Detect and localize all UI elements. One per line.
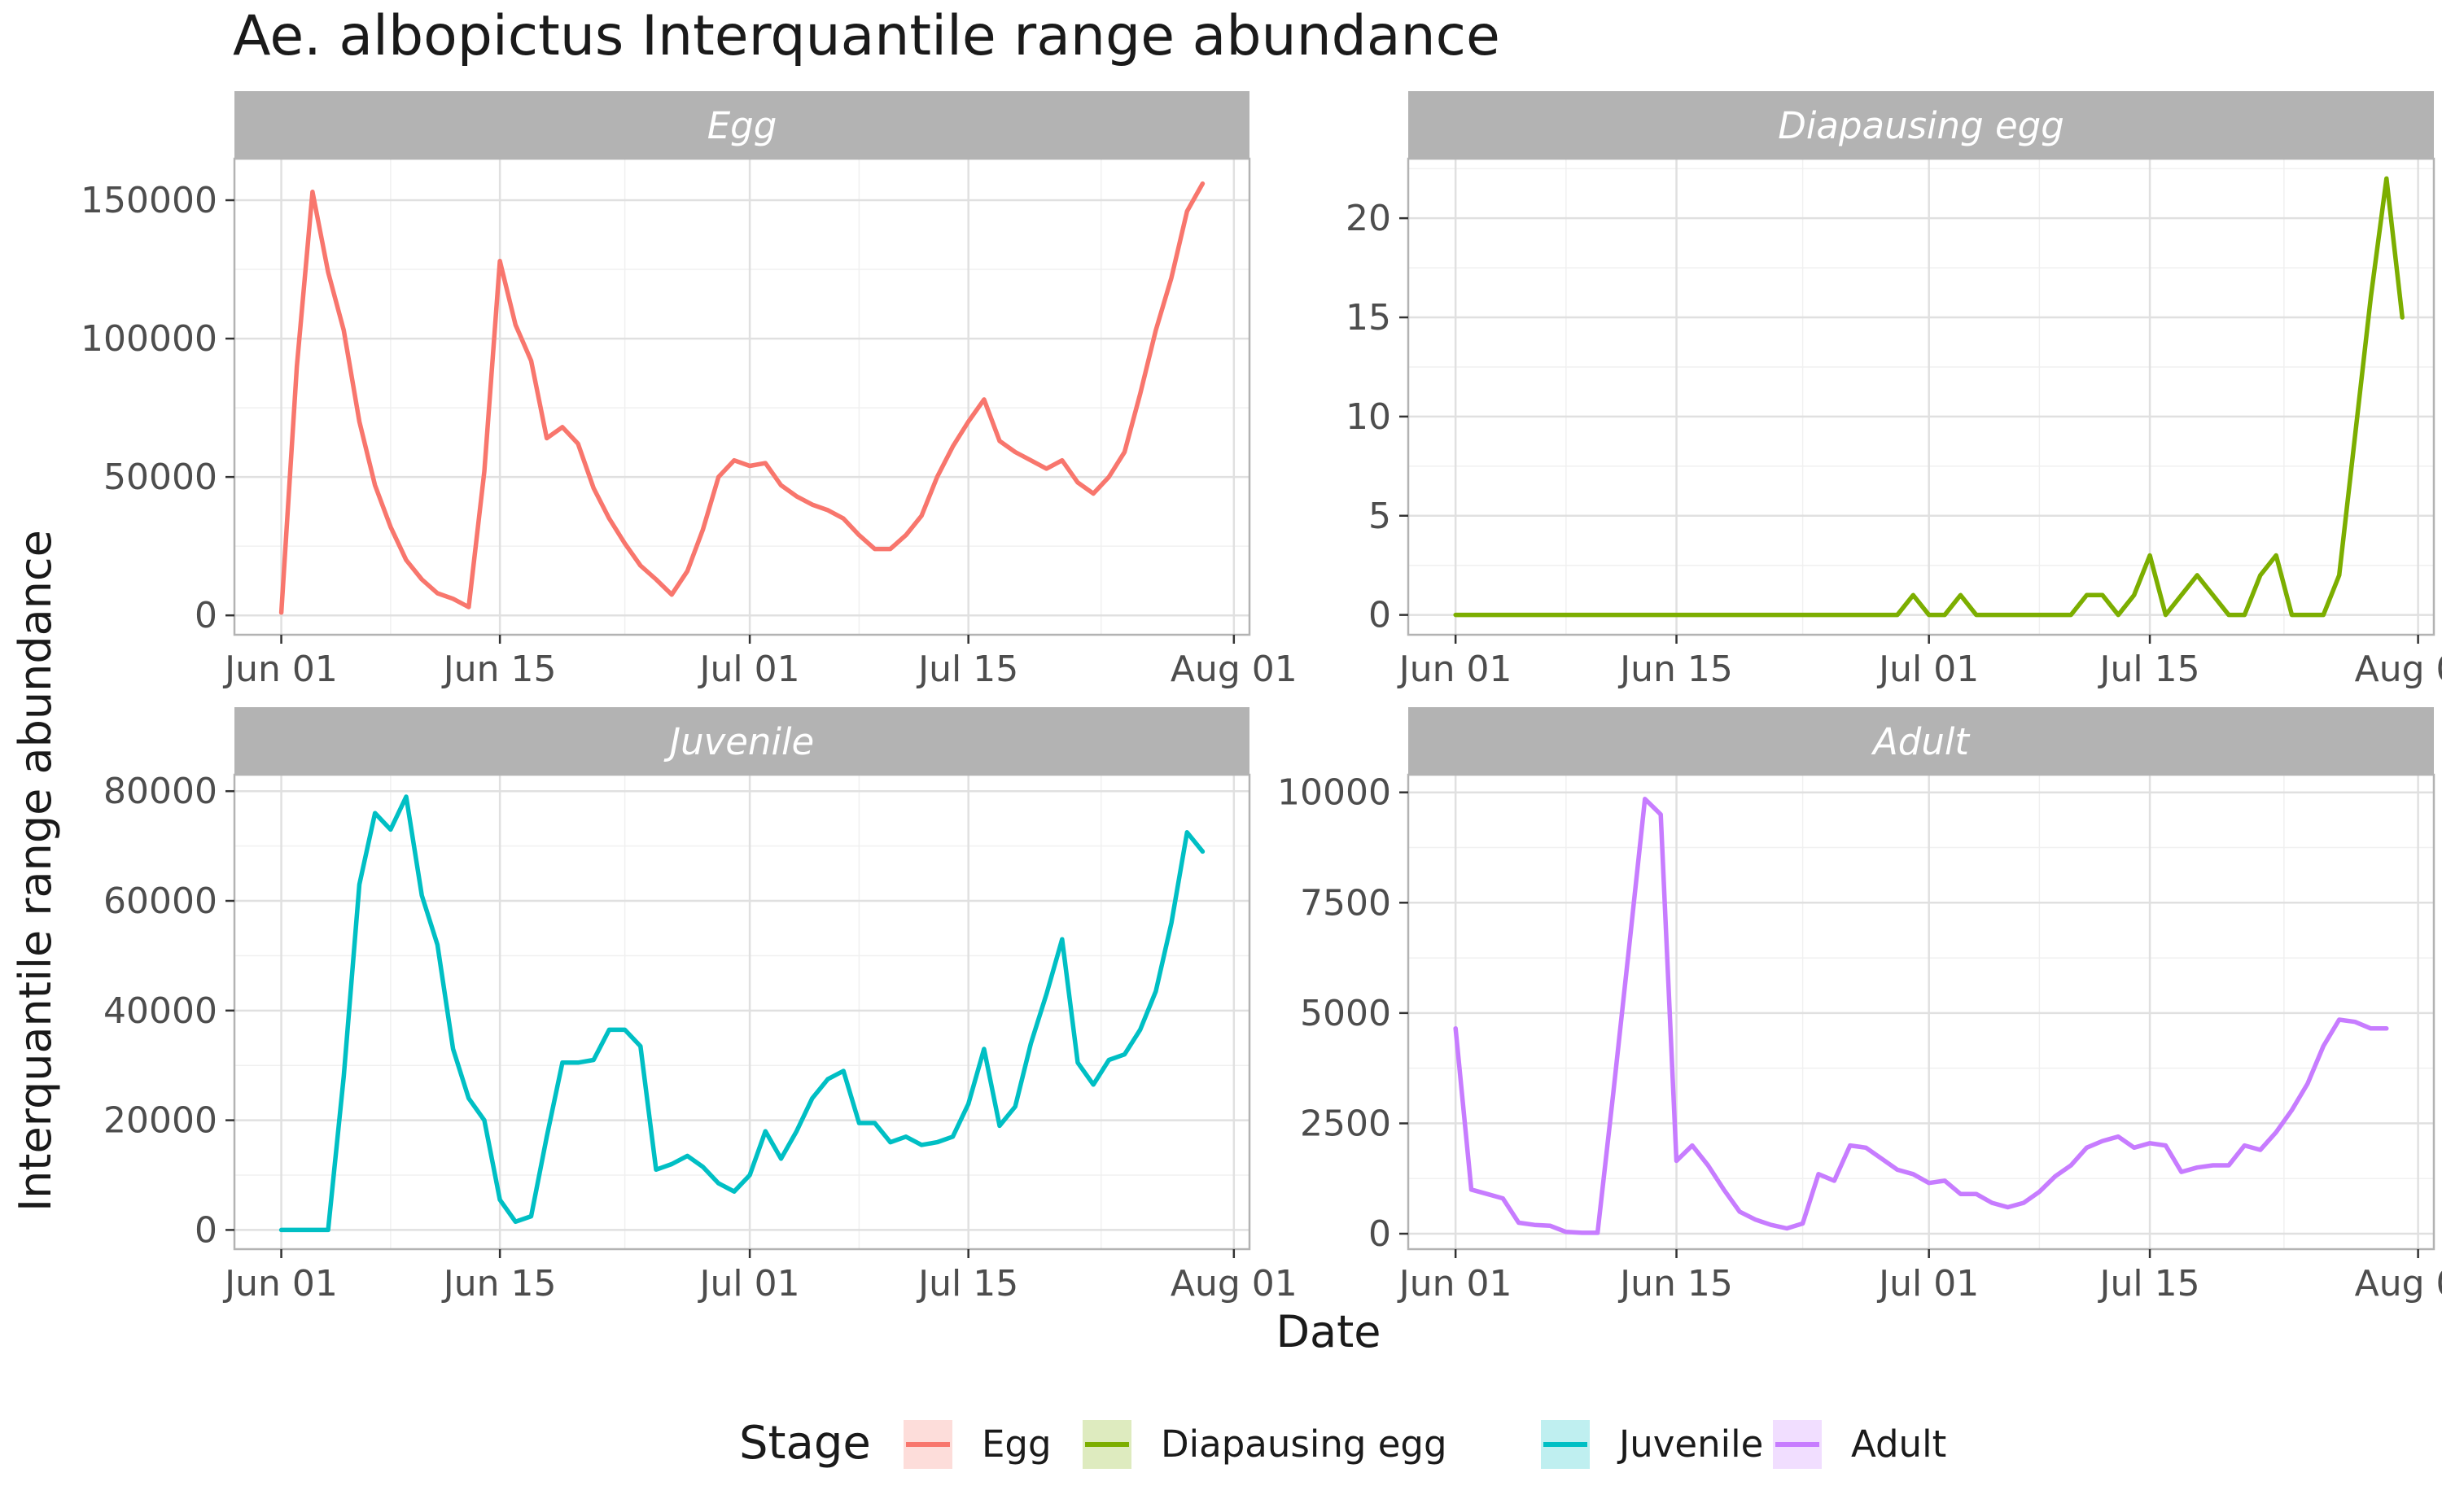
x-tick-label: Jun 01 [1397,1263,1512,1304]
facet-diapausing-egg: Diapausing egg 0 5 10 15 20 Jun 01 Jun 15 Jul 01… [1346,91,2442,690]
legend-item-label: Diapausing egg [1161,1422,1447,1466]
x-tick-label: Aug 01 [1171,1263,1298,1304]
x-tick-label: Jun 15 [441,1263,557,1304]
y-tick-label: 60000 [103,881,217,922]
x-tick-label: Jun 01 [1397,649,1512,690]
legend-item-label: Juvenile [1617,1422,1763,1466]
y-tick-label: 20000 [103,1100,217,1142]
y-tick-label: 100000 [81,318,217,360]
legend-item-juvenile: Juvenile [1541,1420,1763,1469]
facet-strip-label: Juvenile [663,720,814,763]
y-tick-label: 40000 [103,990,217,1032]
y-tick-label: 0 [195,595,217,636]
legend-item-label: Egg [982,1422,1052,1466]
x-axis-title: Date [1276,1306,1381,1357]
legend-item-label: Adult [1851,1422,1946,1466]
x-tick-label: Aug 01 [2355,649,2442,690]
x-tick-label: Jun 15 [1617,649,1733,690]
y-tick-label: 10 [1346,396,1391,438]
x-tick-label: Jun 15 [1617,1263,1733,1304]
x-tick-label: Jul 01 [1876,649,1979,690]
x-tick-label: Jul 15 [916,649,1018,690]
legend-item-egg: Egg [904,1420,1052,1469]
y-tick-label: 0 [1368,595,1391,636]
x-tick-label: Jul 01 [698,1263,800,1304]
x-tick-label: Jul 15 [916,1263,1018,1304]
legend-item-adult: Adult [1773,1420,1946,1469]
y-tick-label: 150000 [81,180,217,221]
facet-strip-label: Egg [707,104,777,147]
x-tick-label: Jul 15 [2098,649,2200,690]
x-tick-label: Jul 15 [2098,1263,2200,1304]
y-tick-label: 80000 [103,771,217,812]
y-tick-label: 10000 [1277,772,1391,814]
panel-border [1407,773,2435,1251]
panel-border [233,773,1251,1251]
facet-egg: Egg 0 50000 100000 150000 Jun 01 Jun 15 Jul 01 J… [81,91,1298,690]
facet-strip [234,91,1249,159]
x-tick-label: Jun 15 [441,649,557,690]
legend-item-diapausing-egg: Diapausing egg [1083,1420,1447,1469]
series-line-adult [1453,797,2389,1235]
y-axis-title: Interquantile range abundance [10,530,61,1212]
y-tick-label: 0 [1368,1213,1391,1255]
facet-strip [234,707,1249,775]
y-tick-label: 5000 [1300,993,1391,1034]
y-tick-label: 15 [1346,297,1391,339]
y-tick-label: 7500 [1300,882,1391,924]
legend-keys: Egg Diapausing egg Juvenile Adult [904,1420,1946,1469]
legend: Stage Egg Diapausing egg Juvenile Adult [739,1417,1946,1470]
facet-juvenile: Juvenile 0 20000 40000 60000 80000 Jun 01 Jun 1… [103,707,1298,1304]
panel-border [233,157,1251,636]
y-tick-label: 5 [1368,496,1391,537]
series-line-egg [278,181,1206,615]
facet-strip [1408,707,2434,775]
y-tick-label: 2500 [1300,1103,1391,1144]
x-tick-label: Jul 01 [698,649,800,690]
x-tick-label: Jun 01 [222,649,338,690]
x-tick-label: Aug 01 [2355,1263,2442,1304]
panel-border [1407,157,2435,636]
facet-strip [1408,91,2434,159]
chart-title: Ae. albopictus Interquantile range abund… [233,4,1500,68]
y-tick-label: 50000 [103,457,217,498]
series-line-juvenile [278,794,1206,1233]
legend-title: Stage [739,1417,871,1470]
series-line-diapausing-egg [1453,176,2405,618]
y-tick-label: 20 [1346,198,1391,239]
x-tick-label: Jul 01 [1876,1263,1979,1304]
facet-strip-label: Adult [1871,720,1971,763]
x-tick-label: Jun 01 [222,1263,338,1304]
y-tick-label: 0 [195,1209,217,1251]
facet-adult: Adult 0 2500 5000 7500 10000 Jun 01 Jun 15 Jul 0… [1277,707,2442,1304]
facet-strip-label: Diapausing egg [1778,104,2064,147]
x-tick-label: Aug 01 [1171,649,1298,690]
